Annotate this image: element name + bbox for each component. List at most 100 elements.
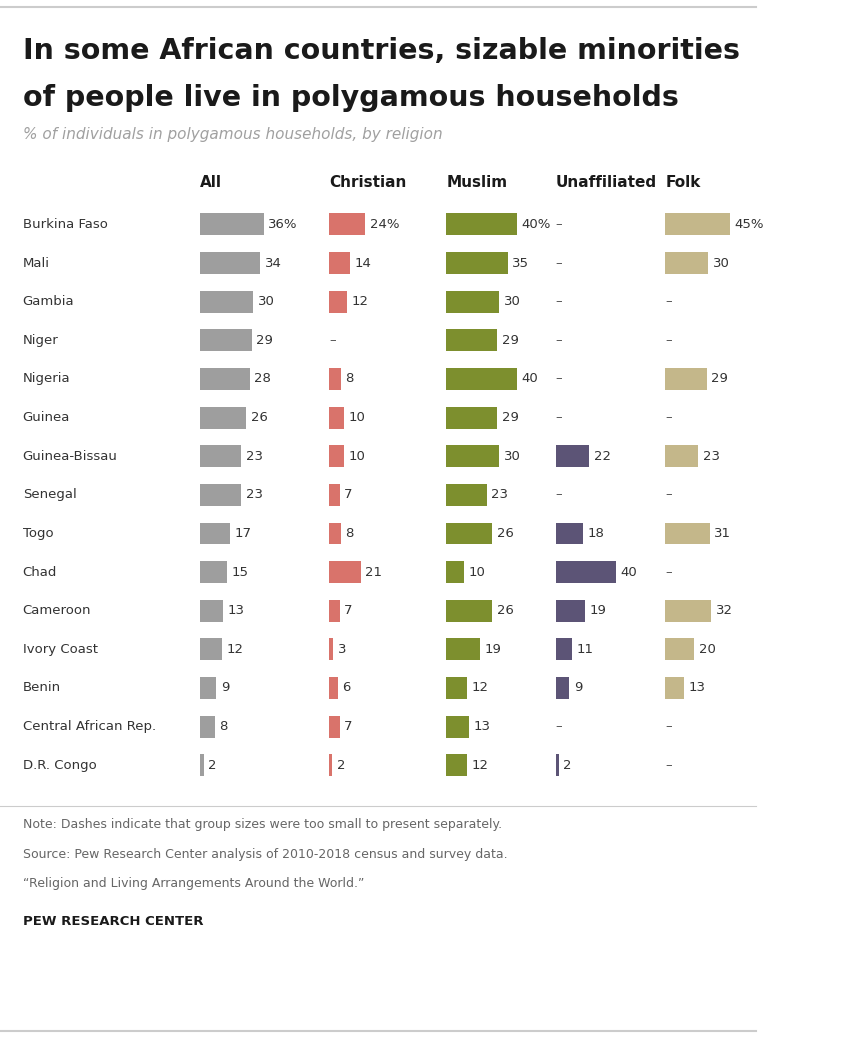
Text: D.R. Congo: D.R. Congo: [23, 759, 97, 772]
Text: –: –: [556, 334, 563, 347]
Text: 8: 8: [346, 527, 354, 540]
Text: 40: 40: [521, 373, 538, 385]
Text: 45%: 45%: [734, 218, 764, 231]
Text: 30: 30: [713, 257, 730, 269]
Text: 15: 15: [231, 566, 248, 578]
Text: Christian: Christian: [329, 175, 406, 190]
Text: 12: 12: [472, 759, 489, 772]
Text: –: –: [329, 334, 336, 347]
Bar: [447, 716, 469, 737]
Text: –: –: [665, 720, 672, 733]
Bar: [447, 369, 516, 390]
Bar: [556, 522, 583, 545]
Text: 13: 13: [228, 604, 245, 617]
Text: of people live in polygamous households: of people live in polygamous households: [23, 84, 679, 112]
Text: 35: 35: [512, 257, 530, 269]
Text: 8: 8: [346, 373, 354, 385]
Bar: [200, 330, 251, 351]
Text: 26: 26: [496, 604, 514, 617]
Text: 23: 23: [246, 489, 262, 501]
Bar: [447, 561, 464, 583]
Bar: [200, 406, 246, 428]
Bar: [447, 406, 497, 428]
Bar: [200, 445, 241, 468]
Bar: [329, 716, 340, 737]
Text: 18: 18: [588, 527, 605, 540]
Text: 12: 12: [472, 682, 489, 694]
Bar: [329, 369, 341, 390]
Text: –: –: [556, 218, 563, 231]
Text: 7: 7: [344, 489, 352, 501]
Bar: [200, 561, 227, 583]
Text: PEW RESEARCH CENTER: PEW RESEARCH CENTER: [23, 915, 204, 927]
Text: –: –: [665, 489, 672, 501]
Text: 32: 32: [716, 604, 733, 617]
Text: 29: 29: [257, 334, 273, 347]
Text: 30: 30: [258, 295, 275, 308]
Text: 29: 29: [502, 334, 519, 347]
Bar: [447, 638, 479, 660]
Text: All: All: [200, 175, 222, 190]
Text: 2: 2: [336, 759, 345, 772]
Text: 31: 31: [714, 527, 732, 540]
Text: 10: 10: [349, 411, 366, 424]
Text: 11: 11: [577, 643, 594, 656]
Bar: [556, 561, 616, 583]
Bar: [200, 638, 221, 660]
Text: 26: 26: [251, 411, 267, 424]
Bar: [447, 677, 468, 699]
Text: Central African Rep.: Central African Rep.: [23, 720, 156, 733]
Text: 29: 29: [711, 373, 728, 385]
Bar: [329, 214, 365, 235]
Bar: [556, 754, 559, 777]
Text: 22: 22: [594, 450, 611, 462]
Text: 34: 34: [265, 257, 282, 269]
Text: 28: 28: [254, 373, 271, 385]
Text: Guinea: Guinea: [23, 411, 70, 424]
Bar: [665, 522, 710, 545]
Bar: [200, 716, 214, 737]
Text: 26: 26: [496, 527, 514, 540]
Text: 19: 19: [484, 643, 501, 656]
Text: –: –: [665, 295, 672, 308]
Bar: [200, 754, 204, 777]
Text: Niger: Niger: [23, 334, 58, 347]
Bar: [447, 522, 492, 545]
Text: 19: 19: [589, 604, 606, 617]
Text: 9: 9: [221, 682, 230, 694]
Text: 13: 13: [473, 720, 490, 733]
Bar: [329, 638, 334, 660]
Text: In some African countries, sizable minorities: In some African countries, sizable minor…: [23, 37, 740, 65]
Bar: [329, 677, 338, 699]
Bar: [329, 445, 344, 468]
Text: 7: 7: [344, 720, 352, 733]
Text: Guinea-Bissau: Guinea-Bissau: [23, 450, 118, 462]
Text: –: –: [556, 373, 563, 385]
Bar: [665, 253, 708, 274]
Text: 7: 7: [344, 604, 352, 617]
Bar: [200, 369, 250, 390]
Bar: [665, 638, 694, 660]
Bar: [556, 445, 589, 468]
Bar: [447, 484, 487, 506]
Text: Chad: Chad: [23, 566, 57, 578]
Text: 23: 23: [703, 450, 720, 462]
Text: Cameroon: Cameroon: [23, 604, 91, 617]
Text: 13: 13: [689, 682, 706, 694]
Text: 2: 2: [563, 759, 572, 772]
Text: % of individuals in polygamous households, by religion: % of individuals in polygamous household…: [23, 127, 442, 142]
Text: 17: 17: [235, 527, 252, 540]
Bar: [200, 214, 264, 235]
Text: –: –: [556, 295, 563, 308]
Bar: [447, 599, 492, 622]
Text: –: –: [556, 720, 563, 733]
Text: 30: 30: [504, 295, 521, 308]
Bar: [447, 214, 516, 235]
Bar: [556, 638, 573, 660]
Bar: [329, 290, 347, 312]
Text: 6: 6: [342, 682, 351, 694]
Text: –: –: [556, 489, 563, 501]
Text: 21: 21: [365, 566, 383, 578]
Text: Togo: Togo: [23, 527, 53, 540]
Text: Muslim: Muslim: [447, 175, 507, 190]
